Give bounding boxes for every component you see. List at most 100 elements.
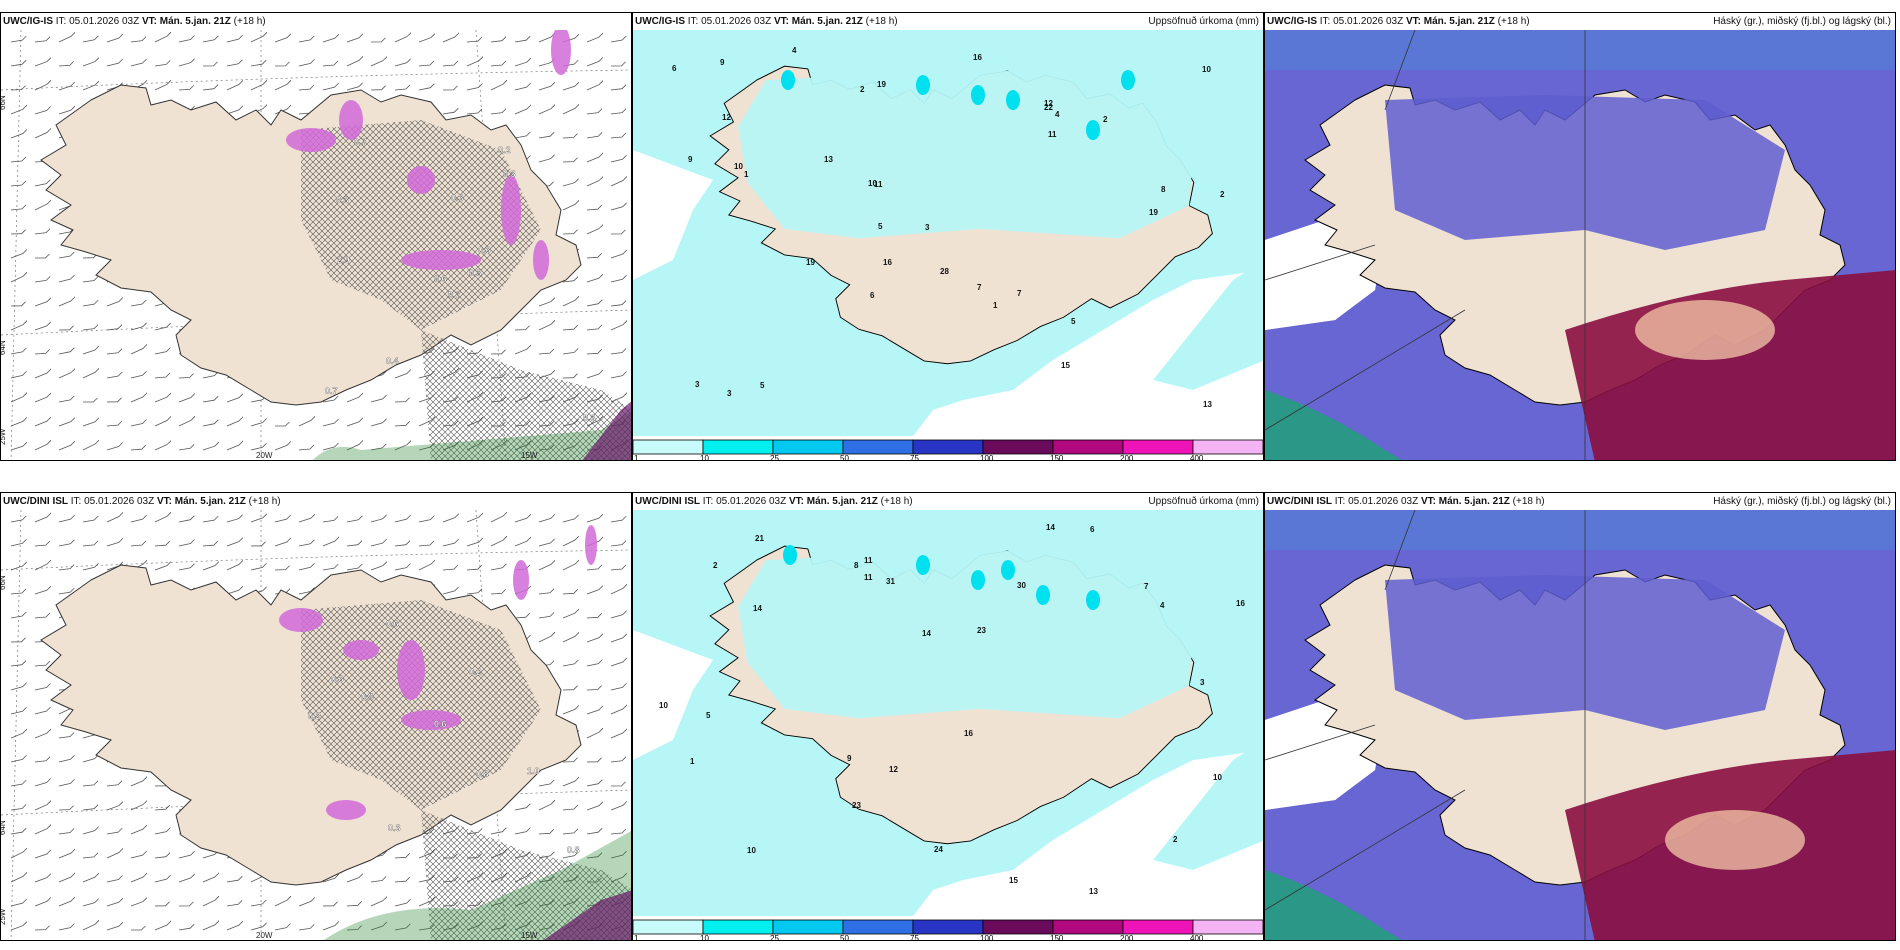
precip-cell [781,70,795,90]
precip-cell [1086,120,1100,140]
icing-label: 0.6 [434,719,447,729]
precip-value: 31 [886,577,895,586]
precip-value: 16 [1236,599,1245,608]
axis-label: 20W [256,931,273,940]
precip-over-land [738,70,1194,239]
graticule [1265,510,1586,940]
precip-value: 6 [672,64,677,73]
precip-value: 13 [1089,887,1098,896]
lead-time: (+18 h) [880,496,913,507]
precip-value: 5 [760,381,765,390]
it-label: IT: [1319,16,1331,27]
colorbar-tick: 400 [1190,934,1204,940]
lead-time: (+18 h) [248,496,281,507]
axis-label: 15W [521,931,538,940]
precip-value: 1 [744,170,749,179]
precip-value: 10 [1213,773,1222,782]
precip-value: 15 [1061,361,1070,370]
icing-label: 0.7 [448,290,461,300]
icing-label: 0.3 [336,195,349,205]
panel-field-title: Háský (gr.), miðský (fj.bl.) og lágský (… [1713,496,1891,507]
precip-value: 9 [720,58,725,67]
precip-value: 16 [973,53,982,62]
precip-light-area-east [1153,741,1263,870]
precip-value: 6 [870,291,875,300]
precip-value: 10 [734,162,743,171]
colorbar-box [702,919,774,935]
lead-time: (+18 h) [1497,16,1530,27]
cloud-map [1265,510,1895,940]
precip-value: 2 [1173,835,1178,844]
precip-value: 30 [1017,581,1026,590]
init-time: 05.01.2026 03Z [1348,496,1419,507]
colorbar-box [702,439,774,455]
precip-value: 15 [1009,876,1018,885]
icing-label: 0.6 [386,619,399,629]
precip-value: 2 [1103,115,1108,124]
colorbar-tick: 25 [770,934,779,940]
icing-blobs [286,30,571,280]
model-name: UWC/IG-IS [1267,16,1317,27]
precip-value: 14 [1046,523,1055,532]
precip-cell [1036,585,1050,605]
colorbar-box [1192,919,1263,935]
precip-light-area-east [1153,261,1263,390]
vt-label: VT: [773,16,789,27]
precip-value: 3 [925,223,930,232]
precip-value: 12 [722,113,731,122]
colorbar-tick: 150 [1050,934,1064,940]
colorbar-box [633,439,704,455]
precip-value: 7 [1144,582,1149,591]
init-time: 05.01.2026 03Z [69,16,140,27]
precip-value: 8 [854,561,859,570]
colorbar-box [772,919,844,935]
precip-value: 10 [1202,65,1211,74]
icing-label: 0.6 [434,274,447,284]
precip-value: 4 [1055,110,1060,119]
mixed-cloud-area [1665,810,1805,870]
precip-value: 23 [977,626,986,635]
it-label: IT: [55,16,67,27]
colorbar-tick: 50 [840,934,849,940]
precip-cell [916,75,930,95]
precip-value: 12 [1044,99,1053,108]
precip-value: 14 [922,629,931,638]
vt-label: VT: [141,16,157,27]
colorbar-tick: 1 [634,934,639,940]
graticule [1265,30,1586,460]
colorbar: 1 10 25 50 75 100 150 200 400 [633,919,1263,940]
colorbar-box [912,919,984,935]
colorbar-box [772,439,844,455]
precip-value: 14 [753,604,762,613]
precip-value: 1 [993,301,998,310]
icing-label: 2.9 [337,255,350,265]
colorbar-box [982,919,1054,935]
colorbar-box [982,439,1054,455]
colorbar-box [1192,439,1263,455]
lead-time: (+18 h) [233,16,266,27]
precip-map-panel: UWC/DINI ISL IT: 05.01.2026 03Z VT: Mán.… [632,492,1264,941]
icing-label: 0.3 [478,245,491,255]
precip-value: 11 [864,556,873,565]
icing-label: 0.7 [325,386,338,396]
colorbar-tick: 75 [910,454,919,460]
panel-header: UWC/DINI ISL IT: 05.01.2026 03Z VT: Mán.… [635,496,913,508]
axis-label: 66N [1,95,7,110]
panel-header: UWC/DINI ISL IT: 05.01.2026 03Z VT: Mán.… [1267,496,1545,508]
precip-value: 13 [824,155,833,164]
precip-value: 11 [864,573,873,582]
lead-time: (+18 h) [1512,496,1545,507]
it-label: IT: [70,496,82,507]
vt-label: VT: [788,496,804,507]
precip-value: 16 [964,729,973,738]
low-cloud-area [1265,390,1402,460]
wind-map: 0.4 0.3 0.6 0.6 0.3 0.2 0.2 0.8 0.8 1.0 66N 64N 25W 2… [1,510,631,940]
init-time: 05.01.2026 03Z [716,496,787,507]
panel-field-title: Háský (gr.), miðský (fj.bl.) og lágský (… [1713,16,1891,27]
low-cloud-area [1265,870,1402,940]
valid-time: Mán. 5.jan. 21Z [806,496,878,507]
cloud-map [1265,30,1895,460]
precip-value: 21 [755,534,764,543]
valid-time: Mán. 5.jan. 21Z [1438,496,1510,507]
panel-header: UWC/DINI ISL IT: 05.01.2026 03Z VT: Mán.… [3,496,281,508]
